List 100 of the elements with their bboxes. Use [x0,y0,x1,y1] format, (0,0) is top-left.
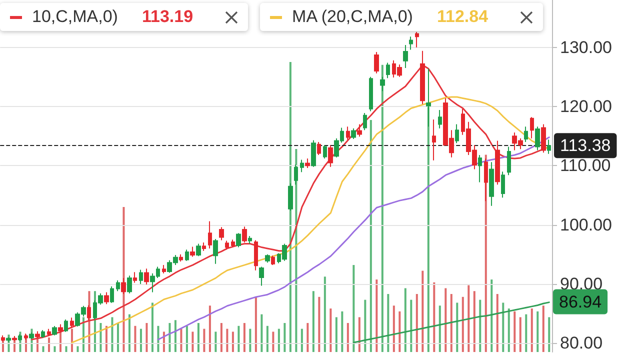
candlestick [317,141,321,156]
bar [548,317,550,352]
bar [278,328,280,352]
bar [514,311,516,352]
bar [146,323,148,352]
bar [214,332,217,352]
candlestick [501,171,505,198]
bar [376,280,378,352]
bar [151,302,154,352]
candlestick [190,246,195,258]
candlestick [478,154,482,183]
bar [226,328,228,352]
bar [197,323,200,352]
candlestick [455,124,459,144]
bar [450,294,452,352]
bar [128,314,130,352]
candlestick [52,325,57,336]
bar [536,311,539,352]
candlestick [415,31,419,48]
bar [140,328,142,352]
y-tick-label: 90.00 [560,274,603,294]
candlestick [386,62,390,79]
bar [438,306,441,352]
bar [433,282,436,352]
candlestick [495,140,500,186]
y-tick-label: 80.00 [560,334,603,353]
candlestick [547,139,551,154]
bar [496,294,498,352]
bar [174,320,176,352]
bar [284,323,286,352]
bar [519,317,522,352]
bar [542,306,544,352]
candlestick [420,50,425,105]
bar [456,302,458,352]
candlestick [196,243,201,257]
candlestick [530,116,534,139]
bar [502,302,504,352]
bar [260,314,263,352]
y-tick-label: 100.00 [560,215,612,234]
candlestick [127,275,132,294]
bar [335,317,338,352]
bar [203,328,206,352]
candlestick [524,126,528,142]
candlestick [374,52,379,74]
annotation: 113.19 [142,7,194,27]
candlestick [328,145,333,168]
candlestick [300,159,304,173]
candlestick [144,268,149,286]
bar [330,308,332,352]
bar [479,300,482,352]
bar [364,300,366,352]
bar [157,326,160,352]
bar [232,332,234,352]
candlestick [254,240,258,271]
candlestick [541,124,546,154]
candlestick [208,220,212,249]
y-tick-label: 110.00 [560,156,611,176]
candlestick [311,140,316,168]
bar [490,280,493,352]
candlestick [139,269,143,284]
bar [42,346,44,352]
bar [346,323,349,352]
bar [134,326,136,352]
candlestick [236,232,241,248]
text: 86.94 [559,292,602,312]
y-tick-label: 130.00 [560,38,612,57]
bar [186,326,188,352]
bar [525,314,528,352]
bar [208,306,211,352]
candlestick [41,330,45,338]
candlestick [403,44,408,69]
candlestick [202,242,206,252]
bar [422,270,424,352]
bar [312,291,314,352]
bar [404,288,406,352]
candlestick [323,144,327,160]
candlestick [213,238,218,264]
candlestick [507,146,511,176]
bar [65,346,68,352]
bar [254,296,257,352]
candlestick [110,286,114,304]
bar [387,294,390,352]
candlestick [242,226,247,244]
candlestick [346,126,350,140]
bar [410,300,412,352]
candlestick [265,254,270,264]
bar [76,346,79,352]
candlestick [535,126,540,151]
candlestick [363,112,367,131]
candlestick [133,272,137,284]
bar [358,317,360,352]
bar [341,311,344,352]
candlestick [64,318,68,332]
bar [300,328,303,352]
bar [318,296,320,352]
bar [392,306,395,352]
candlestick [351,128,356,140]
candlestick [271,255,275,266]
candlestick [357,124,362,138]
candlestick [259,266,264,286]
